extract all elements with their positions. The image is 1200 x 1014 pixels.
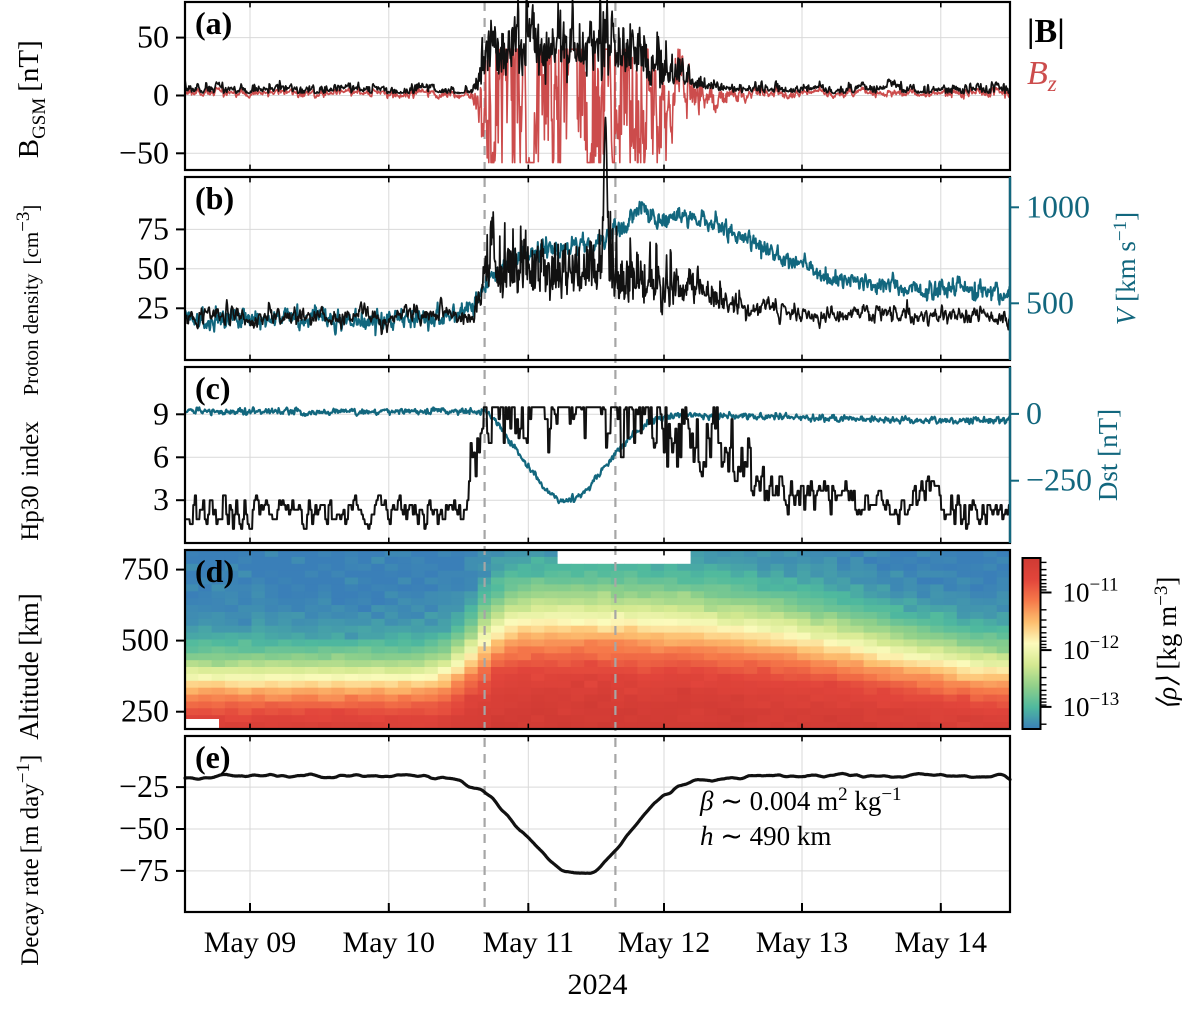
svg-text:May 10: May 10 bbox=[343, 926, 436, 959]
svg-text:May 11: May 11 bbox=[483, 926, 574, 959]
svg-text:250: 250 bbox=[121, 693, 169, 729]
svg-text:(e): (e) bbox=[195, 739, 231, 775]
svg-text:9: 9 bbox=[153, 395, 169, 431]
svg-text:−250: −250 bbox=[1026, 462, 1092, 498]
svg-text:0: 0 bbox=[1026, 395, 1042, 431]
svg-text:50: 50 bbox=[137, 250, 169, 286]
svg-text:Dst [nT]: Dst [nT] bbox=[1093, 409, 1123, 501]
svg-text:Altitude: Altitude bbox=[14, 651, 44, 740]
svg-text:0: 0 bbox=[153, 77, 169, 113]
svg-text:h ∼ 490 km: h ∼ 490 km bbox=[700, 821, 831, 851]
svg-text:Proton density: Proton density bbox=[19, 273, 43, 395]
svg-text:May 12: May 12 bbox=[618, 926, 711, 959]
svg-text:−25: −25 bbox=[119, 768, 169, 804]
svg-text:50: 50 bbox=[137, 19, 169, 55]
svg-text:May 14: May 14 bbox=[895, 926, 988, 959]
svg-text:500: 500 bbox=[1026, 284, 1074, 320]
svg-text:75: 75 bbox=[137, 210, 169, 246]
svg-text:6: 6 bbox=[153, 438, 169, 474]
svg-text:1000: 1000 bbox=[1026, 188, 1090, 224]
svg-text:−50: −50 bbox=[119, 810, 169, 846]
svg-text:(a): (a) bbox=[195, 5, 232, 41]
svg-text:(b): (b) bbox=[195, 180, 234, 216]
svg-text:500: 500 bbox=[121, 622, 169, 658]
svg-text:750: 750 bbox=[121, 551, 169, 587]
svg-text:[km]: [km] bbox=[14, 593, 44, 645]
svg-text:β ∼ 0.004 m2 kg−1: β ∼ 0.004 m2 kg−1 bbox=[699, 784, 902, 816]
svg-text:25: 25 bbox=[137, 289, 169, 325]
svg-text:(d): (d) bbox=[195, 553, 234, 589]
svg-text:May 09: May 09 bbox=[204, 926, 297, 959]
svg-text:index: index bbox=[17, 421, 44, 477]
svg-text:(c): (c) bbox=[195, 370, 231, 406]
svg-text:Decay rate: Decay rate bbox=[17, 858, 44, 966]
svg-text:|B|: |B| bbox=[1027, 13, 1065, 50]
svg-text:Hp30: Hp30 bbox=[17, 485, 44, 541]
svg-text:−75: −75 bbox=[119, 852, 169, 888]
svg-text:May 13: May 13 bbox=[756, 926, 849, 959]
svg-text:[nT]: [nT] bbox=[13, 40, 45, 92]
svg-text:2024: 2024 bbox=[568, 968, 628, 1001]
svg-text:−50: −50 bbox=[119, 134, 169, 170]
svg-text:3: 3 bbox=[153, 481, 169, 517]
